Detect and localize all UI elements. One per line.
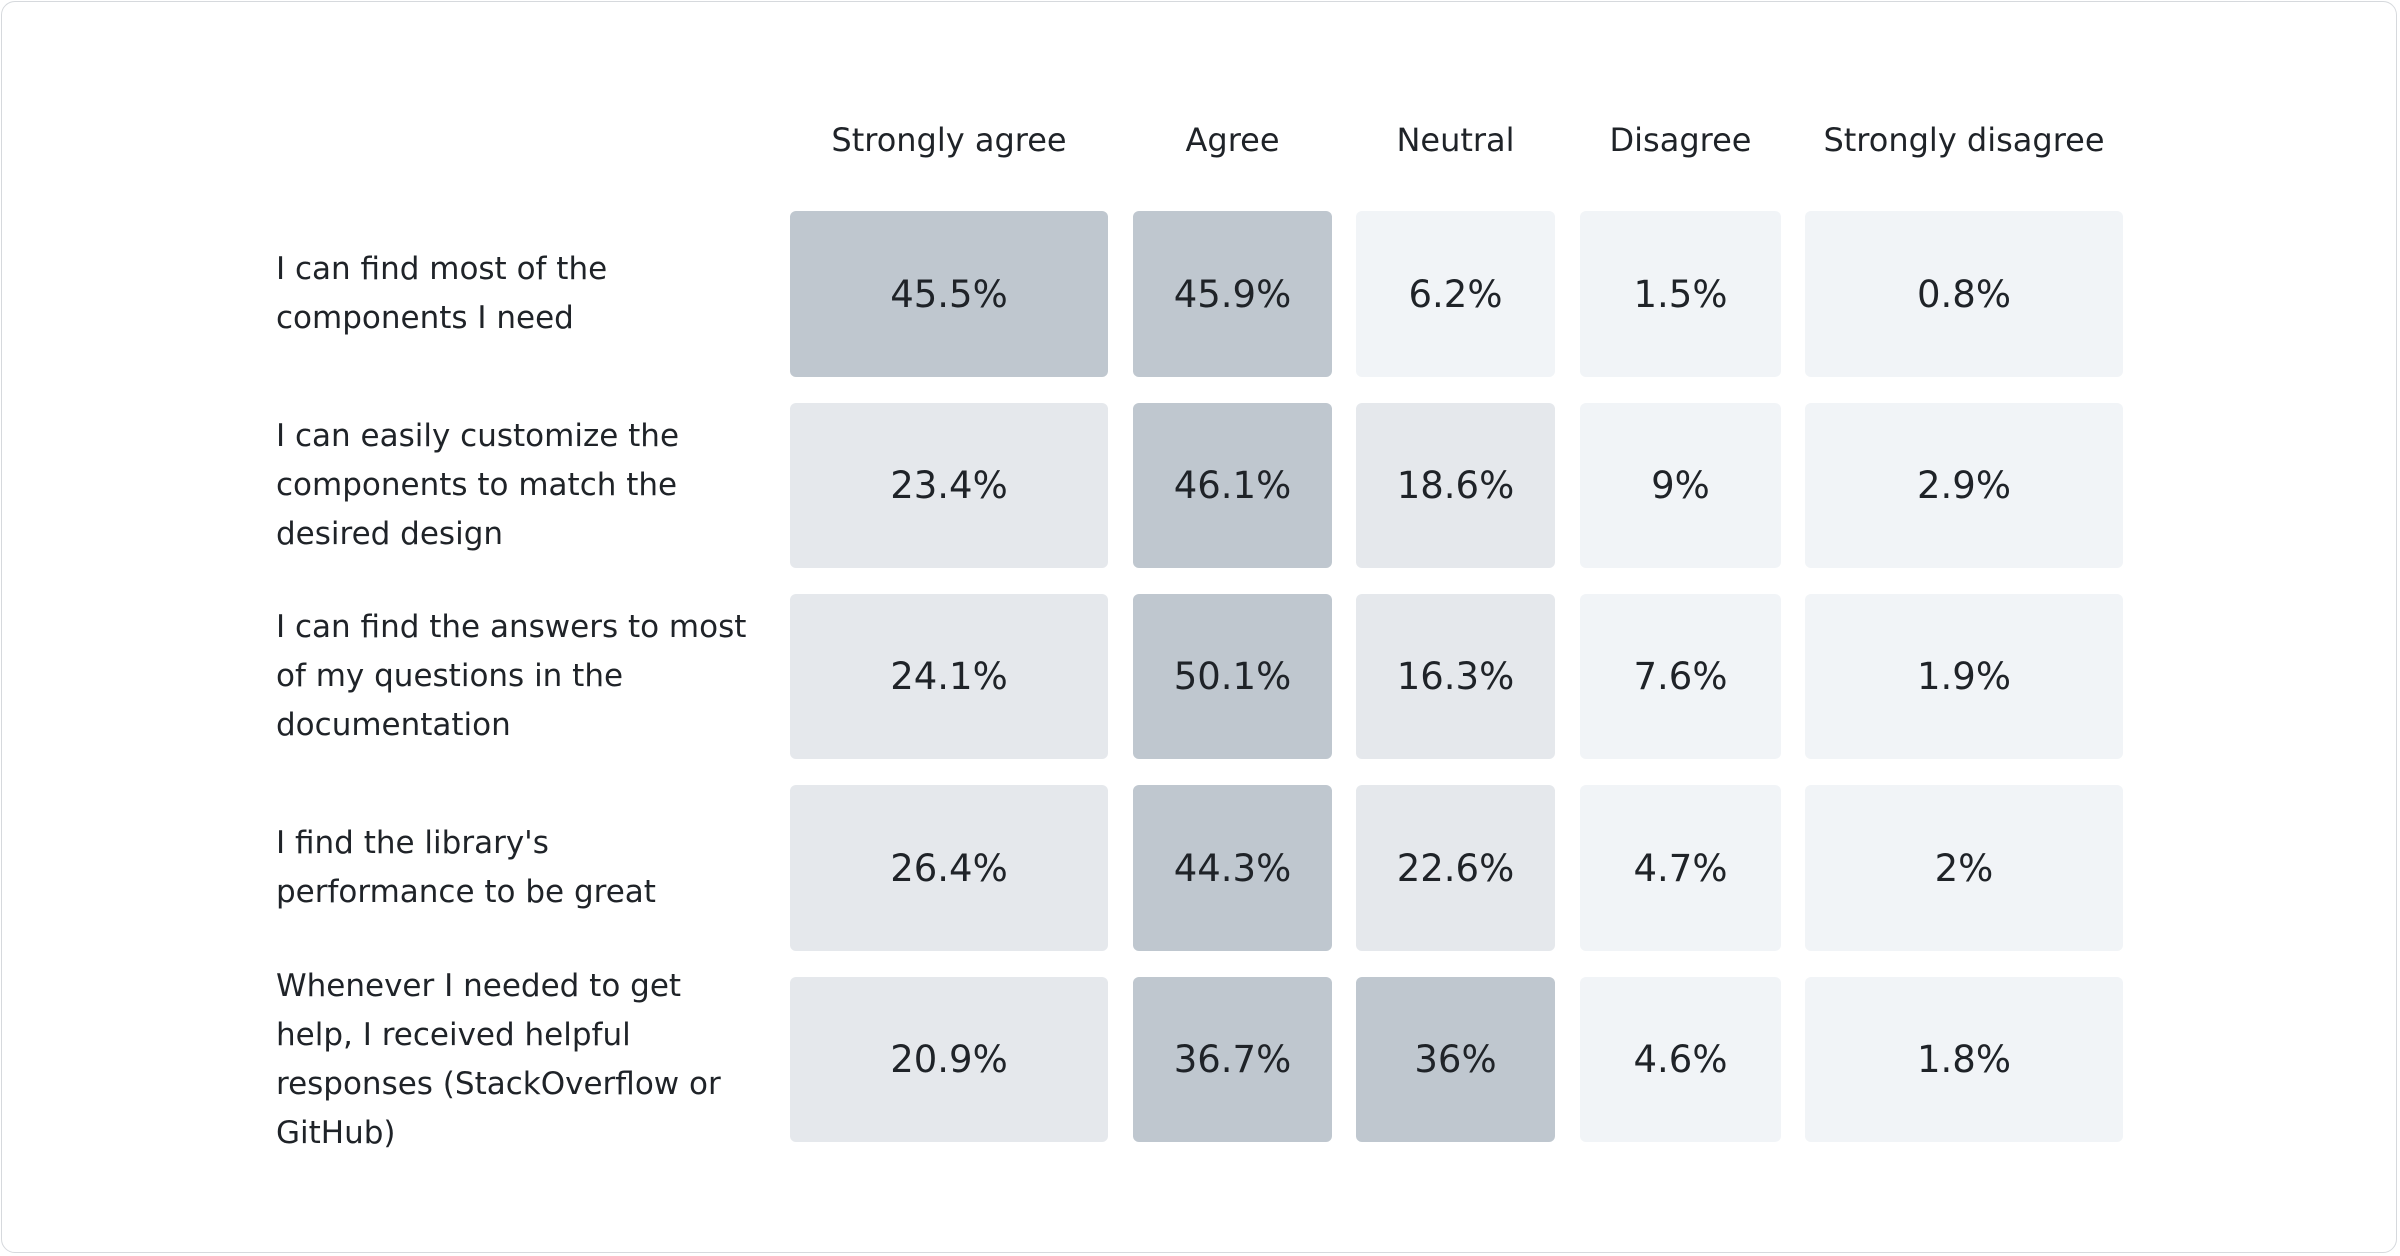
heat-cell: 6.2% (1356, 211, 1555, 377)
heat-cell: 20.9% (790, 977, 1108, 1142)
row-label: I find the library's performance to be g… (276, 825, 656, 910)
heat-cell: 22.6% (1356, 785, 1555, 951)
heat-cell: 50.1% (1133, 594, 1332, 759)
heat-cell: 1.5% (1580, 211, 1781, 377)
row-label: I can find most of the components I need (276, 251, 608, 336)
heat-cell: 7.6% (1580, 594, 1781, 759)
heat-cell: 0.8% (1805, 211, 2123, 377)
heat-cell: 23.4% (790, 403, 1108, 568)
heat-cell: 36% (1356, 977, 1555, 1142)
heat-cell: 18.6% (1356, 403, 1555, 568)
column-header: Strongly disagree (1823, 121, 2105, 159)
row-label: I can easily customize the components to… (276, 418, 680, 552)
heat-cell: 44.3% (1133, 785, 1332, 951)
heat-cell: 26.4% (790, 785, 1108, 951)
heat-cell: 2% (1805, 785, 2123, 951)
heat-cell: 1.8% (1805, 977, 2123, 1142)
heat-cell: 46.1% (1133, 403, 1332, 568)
heat-cell: 45.9% (1133, 211, 1332, 377)
column-header: Disagree (1609, 121, 1752, 159)
heat-cell: 2.9% (1805, 403, 2123, 568)
heat-cell: 16.3% (1356, 594, 1555, 759)
heat-cell: 9% (1580, 403, 1781, 568)
column-header: Agree (1185, 121, 1280, 159)
heat-cell: 4.7% (1580, 785, 1781, 951)
heat-cell: 24.1% (790, 594, 1108, 759)
row-label: Whenever I needed to get help, I receive… (276, 967, 721, 1151)
heat-cell: 1.9% (1805, 594, 2123, 759)
heat-cell: 4.6% (1580, 977, 1781, 1142)
column-header: Strongly agree (831, 121, 1067, 159)
heat-cell: 36.7% (1133, 977, 1332, 1142)
heat-cell: 45.5% (790, 211, 1108, 377)
row-label: I can find the answers to most of my que… (276, 609, 747, 743)
column-header: Neutral (1396, 121, 1515, 159)
